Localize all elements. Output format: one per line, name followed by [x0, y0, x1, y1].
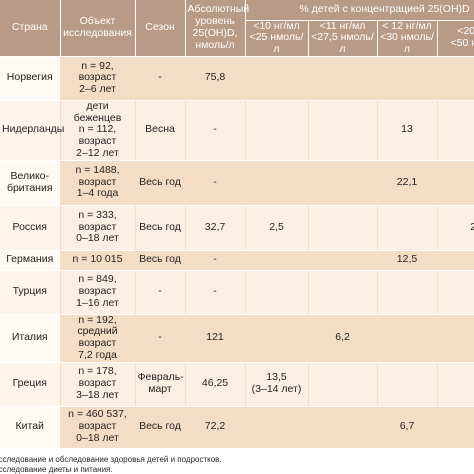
cell-lt20: 2 [437, 406, 474, 449]
cell-country: Греция [0, 362, 61, 407]
cell-absolute: 75,8 [185, 56, 246, 101]
cell-lt12 [377, 56, 438, 101]
cell-country: Велико- британия [0, 160, 61, 206]
col-header-lt12: < 12 нг/мл <30 нмоль/л [377, 20, 438, 57]
cell-country: Германия [0, 250, 61, 271]
cell-lt20 [437, 250, 474, 271]
cell-object: n = 192, средний возраст 7,2 года [60, 314, 136, 363]
cell-season: Весь год [135, 205, 186, 251]
cell-lt11 [308, 270, 378, 315]
cell-lt10 [245, 270, 309, 315]
cell-season: Весь год [135, 160, 186, 206]
cell-lt11 [308, 160, 378, 206]
cell-object: n = 92, возраст 2–6 лет [60, 56, 136, 101]
cell-lt11 [308, 56, 378, 101]
cell-lt11 [308, 100, 378, 161]
footnote-line: исследование диеты и питания. [0, 464, 113, 474]
table-row: Норвегия n = 92, возраст 2–6 лет - 75,8 … [0, 56, 474, 101]
table-row: Россия n = 333, возраст 0–18 лет Весь го… [0, 205, 474, 251]
cell-season: Весь год [135, 250, 186, 271]
cell-object: n = 1488, возраст 1–4 года [60, 160, 136, 206]
table-row: Италия n = 192, средний возраст 7,2 года… [0, 314, 474, 363]
cell-object: n = 333, возраст 0–18 лет [60, 205, 136, 251]
cell-lt10: 13,5 (3–14 лет) [245, 362, 309, 407]
cell-lt10 [245, 100, 309, 161]
cell-lt10 [245, 250, 309, 271]
cell-country: Турция [0, 270, 61, 315]
col-header-absolute: Абсолютный уровень 25(OH)D, нмоль/л [185, 0, 249, 57]
cell-lt10 [245, 160, 309, 206]
cell-lt10 [245, 56, 309, 101]
table-row: Китай n = 460 537, возраст 0–18 лет Весь… [0, 406, 474, 449]
cell-lt12: 6,7 [377, 406, 438, 449]
cell-lt20 [437, 314, 474, 363]
cell-country: Россия [0, 205, 61, 251]
cell-season: Весна [135, 100, 186, 161]
cell-country: Италия [0, 314, 61, 363]
col-header-lt20: <20 нг/мл <50 нмоль/л [437, 20, 474, 57]
cell-country: Нидерланды [0, 100, 64, 161]
cell-lt11 [308, 205, 378, 251]
cell-season: Февраль- март [135, 362, 186, 407]
col-header-season: Сезон [135, 0, 186, 57]
cell-lt20: 42 [437, 100, 474, 161]
col-header-percent-group: % детей с концентрацией 25(OH)D [245, 0, 474, 21]
footnotes: исследование и обследование здоровья дет… [0, 455, 474, 474]
col-header-object: Объект исследования [60, 0, 136, 57]
cell-lt20: 21,8 [437, 205, 474, 251]
cell-lt11 [308, 250, 378, 271]
table-row: Германия n = 10 015 Весь год - 12,5 [0, 250, 474, 271]
cell-absolute: - [185, 270, 246, 315]
cell-absolute: - [185, 160, 246, 206]
cell-absolute: - [185, 250, 246, 271]
cell-absolute: 72,2 [185, 406, 246, 449]
cell-lt12: 22,1 [377, 160, 438, 206]
cell-absolute: - [185, 100, 246, 161]
cell-lt10 [245, 314, 309, 363]
cell-lt11 [308, 406, 378, 449]
cell-lt20 [437, 362, 474, 407]
cell-absolute: 121 [185, 314, 246, 363]
cell-season: - [135, 314, 186, 363]
cell-season: - [135, 56, 186, 101]
cell-absolute: 32,7 [185, 205, 246, 251]
cell-object: дети беженцев n = 112, возраст 2–12 лет [60, 100, 136, 161]
col-header-lt11: <11 нг/мл <27,5 нмоль/л [308, 20, 378, 57]
cell-object: n = 460 537, возраст 0–18 лет [60, 406, 136, 449]
cell-lt20 [437, 160, 474, 206]
cell-lt11: 6,2 [308, 314, 378, 363]
cell-lt12: 13 [377, 100, 438, 161]
cell-season: Весь год [135, 406, 186, 449]
table-row: Турция n = 849, возраст 1–16 лет - - 8 [0, 270, 474, 315]
table-row: Нидерланды дети беженцев n = 112, возрас… [0, 100, 474, 161]
table-row: Велико- британия n = 1488, возраст 1–4 г… [0, 160, 474, 206]
cell-lt10 [245, 406, 309, 449]
cell-country: Норвегия [0, 56, 61, 101]
cell-lt11 [308, 362, 378, 407]
footnote-line: исследование и обследование здоровья дет… [0, 455, 222, 464]
cell-lt12 [377, 270, 438, 315]
data-table: Страна Объект исследования Сезон Абсолют… [0, 0, 474, 449]
cell-lt12 [377, 362, 438, 407]
cell-lt12 [377, 205, 438, 251]
cell-lt10: 2,5 [245, 205, 309, 251]
cell-season: - [135, 270, 186, 315]
cell-lt20: 8 [437, 270, 474, 315]
cell-object: n = 178, возраст 3–18 лет [60, 362, 136, 407]
cell-lt20: 16 [437, 56, 474, 101]
cell-country: Китай [0, 406, 61, 449]
table-row: Греция n = 178, возраст 3–18 лет Февраль… [0, 362, 474, 407]
cell-object: n = 10 015 [60, 250, 136, 271]
col-header-country: Страна [0, 0, 61, 57]
cell-object: n = 849, возраст 1–16 лет [60, 270, 136, 315]
cell-lt12: 12,5 [377, 250, 438, 271]
col-header-lt10: <10 нг/мл <25 нмоль/л [245, 20, 309, 57]
cell-lt12 [377, 314, 438, 363]
cell-absolute: 46,25 [185, 362, 246, 407]
